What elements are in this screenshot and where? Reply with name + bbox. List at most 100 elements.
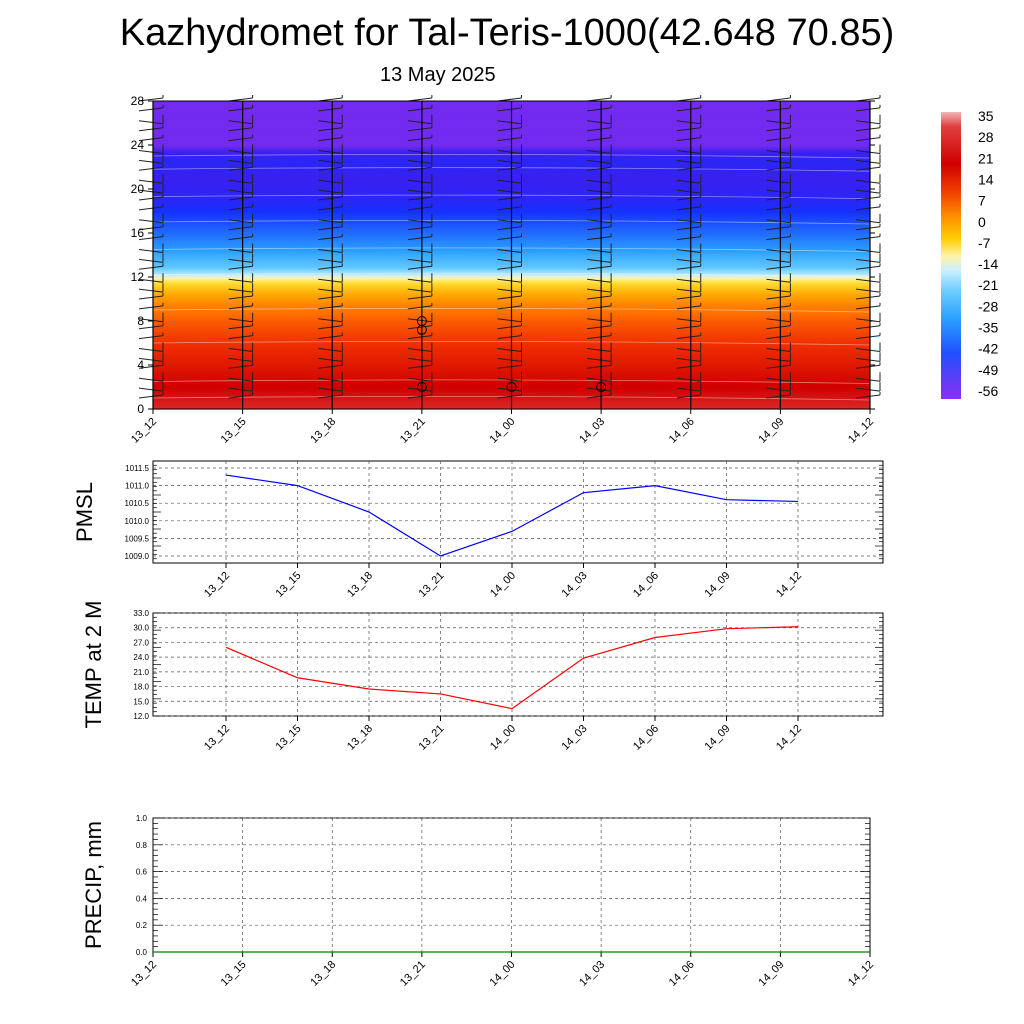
wind-barb [497, 318, 522, 323]
wind-barb [587, 258, 612, 263]
wind-barb [407, 295, 432, 300]
wind-barb [587, 189, 612, 194]
wind-barb [138, 107, 164, 112]
wind-barb [676, 189, 701, 194]
wind-barb [407, 206, 432, 211]
wind-barb [587, 226, 612, 231]
y-tick-label: 8 [137, 314, 144, 328]
y-tick-label: 18.0 [133, 683, 149, 692]
wind-barb [228, 265, 253, 270]
wind-barb [766, 206, 791, 211]
wind-barb [318, 206, 343, 211]
wind-barb [228, 219, 253, 224]
wind-barb [855, 226, 881, 231]
wind-barb [138, 219, 164, 224]
wind-barb [318, 236, 343, 241]
wind-barb [228, 258, 253, 263]
wind-barb [138, 166, 164, 171]
wind-barb [676, 288, 701, 293]
wind-barb [497, 348, 522, 352]
x-tick-label: 13_12 [202, 723, 232, 753]
wind-barb [228, 179, 253, 184]
wind-barb [318, 249, 343, 253]
calm-circle [416, 316, 427, 326]
wind-barb [587, 236, 612, 241]
wind-barb [855, 357, 881, 362]
wind-barb [855, 387, 881, 392]
wind-barb [766, 137, 791, 142]
chart-subtitle: 13 May 2025 [380, 64, 496, 86]
wind-barb [676, 265, 701, 270]
wind-barb [766, 107, 791, 112]
wind-barb [407, 305, 432, 310]
colorbar-label: 35 [978, 108, 994, 124]
wind-barb [318, 196, 343, 201]
x-tick-label: 13_21 [398, 959, 428, 989]
colorbar-label: 21 [978, 150, 994, 166]
wind-barb [587, 150, 612, 154]
wind-barb [138, 189, 164, 194]
y-tick-label: 1010.5 [125, 499, 150, 508]
wind-barb [587, 295, 612, 300]
wind-barb [318, 179, 343, 184]
wind-barb [407, 196, 432, 201]
wind-barb [407, 387, 432, 392]
wind-barb [318, 288, 343, 293]
colorbar-label: -56 [978, 383, 998, 399]
wind-barb [407, 179, 432, 184]
calm-circle [596, 382, 607, 392]
wind-barb [138, 318, 164, 323]
y-tick-label: 1009.5 [125, 534, 150, 543]
wind-barb [676, 295, 701, 300]
wind-barb [855, 249, 881, 253]
wind-barb [138, 377, 164, 382]
wind-barb [228, 348, 253, 352]
wind-barb [855, 127, 881, 132]
wind-barb [497, 166, 522, 171]
wind-barb [318, 159, 343, 164]
x-tick-label: 14_00 [488, 416, 518, 446]
wind-barb [138, 364, 164, 369]
y-tick-label: 0.4 [136, 894, 148, 903]
wind-barb [318, 348, 343, 352]
wind-barb [587, 179, 612, 184]
wind-barb [766, 179, 791, 184]
colorbar-label: -14 [978, 256, 998, 272]
wind-barb [676, 387, 701, 392]
wind-barb [407, 127, 432, 132]
wind-barb [228, 127, 253, 132]
y-tick-label: 15.0 [133, 697, 149, 706]
x-tick-label: 14_09 [756, 416, 786, 446]
wind-barb [138, 150, 164, 154]
wind-barb [228, 226, 253, 231]
wind-barb [676, 137, 701, 142]
wind-barb [676, 305, 701, 310]
x-tick-label: 13_12 [129, 959, 159, 989]
x-tick-label: 13_18 [308, 416, 338, 446]
colorbar-label: 28 [978, 129, 994, 145]
wind-barb [497, 127, 522, 132]
wind-barb [228, 318, 253, 323]
wind-barb [497, 288, 522, 293]
wind-barb [855, 325, 881, 330]
wind-barb [766, 348, 791, 352]
wind-barb [407, 348, 432, 352]
wind-barb [407, 288, 432, 293]
wind-barb [855, 137, 881, 142]
temp-plot: 12.0 15.0 18.0 21.0 24.0 27.0 30.0 33.0 13_12 13_… [81, 601, 884, 753]
wind-barb [138, 258, 164, 263]
wind-barb [587, 166, 612, 171]
wind-barb [497, 226, 522, 231]
y-tick-label: 4 [137, 358, 144, 372]
x-tick-label: 14_12 [774, 570, 804, 600]
wind-barb [676, 127, 701, 132]
wind-barb [318, 120, 343, 125]
wind-barb [497, 357, 522, 362]
precip-plot: 0.0 0.2 0.4 0.6 0.8 1.0 13_12 13_15 13_18 13_21 14… [81, 814, 876, 989]
x-tick-label: 14_03 [577, 416, 607, 446]
x-tick-label: 14_09 [703, 723, 733, 753]
y-tick-label: 1009.0 [125, 552, 150, 561]
y-axis-label: PMSL [72, 482, 97, 542]
wind-barb [228, 120, 253, 125]
wind-barb [676, 335, 701, 340]
